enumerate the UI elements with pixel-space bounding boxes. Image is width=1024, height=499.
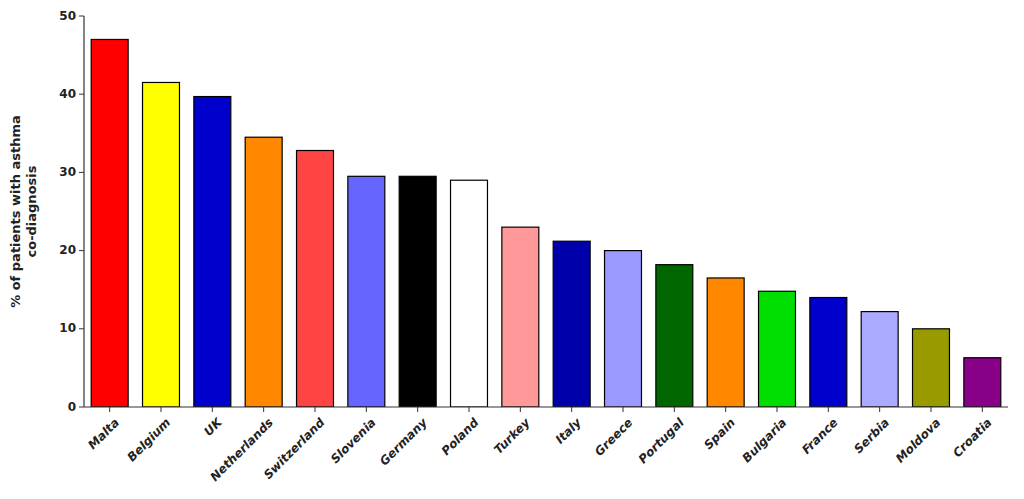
y-tick — [79, 250, 84, 251]
bar — [143, 82, 180, 407]
bar — [399, 176, 436, 407]
x-tick-label: Spain — [701, 415, 738, 452]
y-tick — [79, 16, 84, 17]
x-tick-label: Poland — [439, 415, 482, 458]
x-tick-label: Germany — [377, 415, 431, 469]
bar — [451, 180, 488, 407]
bar — [964, 358, 1001, 407]
x-axis-line — [84, 406, 1008, 407]
x-tick — [315, 407, 316, 412]
x-tick-label: Croatia — [950, 415, 995, 460]
x-tick — [520, 407, 521, 412]
bar — [656, 265, 693, 407]
y-tick — [79, 328, 84, 329]
x-tick — [366, 407, 367, 412]
bar — [502, 227, 539, 407]
x-tick — [263, 407, 264, 412]
x-tick-label: Serbia — [851, 415, 892, 456]
x-tick-label: Greece — [592, 415, 635, 458]
bar — [91, 39, 128, 407]
y-tick-label: 50 — [59, 9, 76, 23]
x-tick — [469, 407, 470, 412]
chart: 01020304050MaltaBelgiumUKNetherlandsSwit… — [0, 0, 1024, 499]
x-tick — [161, 407, 162, 412]
x-tick — [828, 407, 829, 412]
bar — [913, 329, 950, 407]
bar — [245, 137, 282, 407]
bar — [605, 251, 642, 407]
y-tick-label: 20 — [59, 243, 76, 257]
x-tick — [777, 407, 778, 412]
x-tick-label: Malta — [85, 415, 122, 452]
y-tick-label: 0 — [68, 400, 76, 414]
x-tick — [417, 407, 418, 412]
y-tick — [79, 94, 84, 95]
x-tick-label: Portugal — [636, 415, 688, 467]
x-tick-label: UK — [201, 414, 226, 439]
bar — [707, 278, 744, 407]
y-tick-label: 40 — [59, 87, 76, 101]
x-tick — [623, 407, 624, 412]
x-tick — [725, 407, 726, 412]
y-tick-label: 30 — [59, 165, 76, 179]
bar — [810, 298, 847, 407]
y-tick — [79, 407, 84, 408]
x-tick — [982, 407, 983, 412]
bar — [759, 291, 796, 407]
x-tick — [674, 407, 675, 412]
x-tick — [212, 407, 213, 412]
x-tick-label: Moldova — [893, 415, 943, 465]
bar — [861, 312, 898, 407]
x-tick-label: Slovenia — [328, 415, 379, 466]
x-tick-label: Belgium — [124, 415, 173, 464]
x-tick-label: Turkey — [491, 415, 533, 457]
bars — [91, 39, 1001, 407]
bar — [553, 241, 590, 407]
x-tick — [109, 407, 110, 412]
bar — [297, 151, 334, 407]
x-tick-label: Switzerland — [261, 415, 328, 482]
x-tick — [879, 407, 880, 412]
x-tick — [931, 407, 932, 412]
x-tick-label: Bulgaria — [739, 415, 789, 465]
bar — [348, 176, 385, 407]
bar — [194, 97, 231, 407]
x-tick-label: France — [799, 415, 841, 457]
axes: 01020304050MaltaBelgiumUKNetherlandsSwit… — [59, 9, 1008, 485]
x-tick — [571, 407, 572, 412]
y-axis-line — [83, 16, 84, 407]
y-axis-label: % of patients with asthmaco-diagnosis — [8, 115, 39, 308]
y-tick-label: 10 — [59, 321, 76, 335]
y-tick — [79, 172, 84, 173]
x-tick-label: Italy — [553, 415, 585, 447]
